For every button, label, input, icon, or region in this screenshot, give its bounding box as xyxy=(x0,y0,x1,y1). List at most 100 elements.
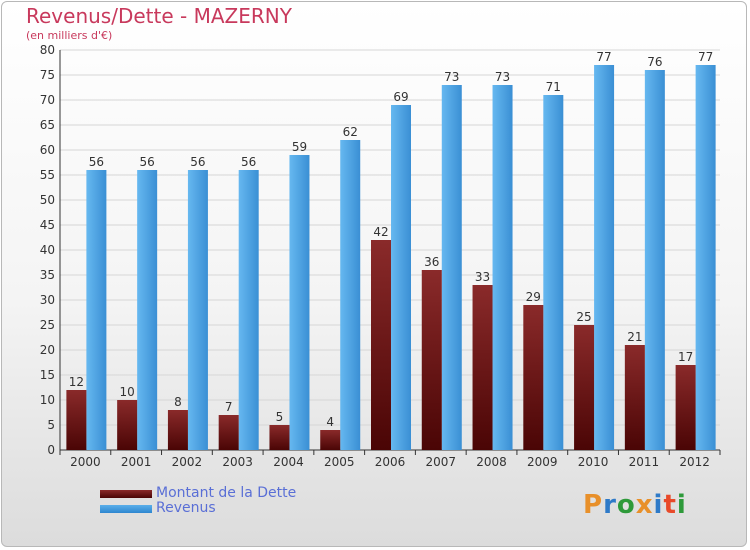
chart-subtitle: (en milliers d'€) xyxy=(26,29,113,42)
data-label-debt: 5 xyxy=(276,410,284,424)
logo-letter: i xyxy=(676,490,687,520)
bar-revenue xyxy=(187,170,208,450)
bar-debt xyxy=(421,270,442,450)
y-tick-label: 50 xyxy=(40,193,55,207)
data-label-revenue: 62 xyxy=(343,125,358,139)
y-tick-label: 45 xyxy=(40,218,55,232)
y-tick-label: 10 xyxy=(40,393,55,407)
data-label-debt: 33 xyxy=(475,270,490,284)
bar-debt xyxy=(320,430,341,450)
bar-debt xyxy=(167,410,188,450)
x-tick-label: 2007 xyxy=(425,455,456,469)
bar-debt xyxy=(624,345,645,450)
bar-debt xyxy=(269,425,290,450)
data-label-revenue: 76 xyxy=(647,55,662,69)
logo-letter: x xyxy=(635,490,654,520)
bar-debt xyxy=(117,400,138,450)
x-tick-label: 2005 xyxy=(324,455,355,469)
y-tick-label: 20 xyxy=(40,343,55,357)
data-label-revenue: 59 xyxy=(292,140,307,154)
logo-letter: o xyxy=(616,490,636,520)
logo-letter: i xyxy=(653,490,664,520)
bars xyxy=(66,65,716,450)
data-label-debt: 25 xyxy=(576,310,591,324)
data-label-revenue: 56 xyxy=(140,155,155,169)
data-label-debt: 29 xyxy=(526,290,541,304)
legend-item-debt: Montant de la Dette xyxy=(100,486,296,501)
legend: Montant de la Dette Revenus xyxy=(100,486,296,516)
y-tick-label: 35 xyxy=(40,268,55,282)
data-label-debt: 4 xyxy=(326,415,334,429)
data-label-revenue: 77 xyxy=(596,50,611,64)
bar-revenue xyxy=(695,65,716,450)
y-tick-label: 0 xyxy=(47,443,55,457)
y-tick-label: 40 xyxy=(40,243,55,257)
chart-title: Revenus/Dette - MAZERNY xyxy=(26,4,292,28)
y-tick-label: 65 xyxy=(40,118,55,132)
legend-label-revenue: Revenus xyxy=(156,500,216,516)
bar-revenue xyxy=(492,85,513,450)
x-tick-label: 2001 xyxy=(121,455,152,469)
x-tick-label: 2011 xyxy=(629,455,660,469)
bar-revenue xyxy=(86,170,107,450)
data-label-debt: 12 xyxy=(69,375,84,389)
x-tick-label: 2012 xyxy=(679,455,710,469)
bar-revenue xyxy=(391,105,411,450)
y-tick-label: 75 xyxy=(40,68,55,82)
data-label-revenue: 56 xyxy=(190,155,205,169)
data-label-revenue: 73 xyxy=(495,70,510,84)
data-label-debt: 21 xyxy=(627,330,642,344)
data-label-revenue: 77 xyxy=(698,50,713,64)
bar-debt xyxy=(675,365,696,450)
data-label-debt: 8 xyxy=(174,395,182,409)
bar-revenue xyxy=(644,70,665,450)
bar-revenue xyxy=(238,170,259,450)
x-tick-label: 2006 xyxy=(375,455,406,469)
bar-revenue xyxy=(340,140,361,450)
x-tick-label: 2003 xyxy=(222,455,253,469)
data-label-debt: 42 xyxy=(373,225,388,239)
logo-letter: t xyxy=(663,490,677,520)
y-tick-label: 25 xyxy=(40,318,55,332)
data-label-debt: 7 xyxy=(225,400,233,414)
logo-letter: P xyxy=(583,490,604,520)
y-tick-label: 5 xyxy=(47,418,55,432)
bar-revenue xyxy=(289,155,310,450)
bar-revenue xyxy=(441,85,462,450)
bar-debt xyxy=(218,415,239,450)
data-labels: 56 12 56 10 56 8 56 7 59 5 62 4 69 42 73 36 73 33 71 29 77 25… xyxy=(69,50,714,429)
y-tick-label: 70 xyxy=(40,93,55,107)
y-tick-label: 15 xyxy=(40,368,55,382)
x-tick-label: 2002 xyxy=(172,455,203,469)
bar-revenue xyxy=(137,170,158,450)
legend-swatch-debt xyxy=(100,489,152,498)
data-label-revenue: 71 xyxy=(546,80,561,94)
data-label-revenue: 56 xyxy=(241,155,256,169)
proxiti-logo: Proxiti xyxy=(583,490,687,520)
x-tick-label: 2004 xyxy=(273,455,304,469)
x-tick-label: 2009 xyxy=(527,455,558,469)
y-tick-label: 30 xyxy=(40,293,55,307)
legend-swatch-revenue xyxy=(100,504,152,513)
bar-debt xyxy=(472,285,493,450)
bar-debt xyxy=(523,305,544,450)
data-label-debt: 36 xyxy=(424,255,439,269)
bar-debt xyxy=(574,325,595,450)
y-tick-label: 60 xyxy=(40,143,55,157)
y-tick-label: 55 xyxy=(40,168,55,182)
data-label-revenue: 69 xyxy=(393,90,408,104)
y-tick-label: 80 xyxy=(40,43,55,57)
data-label-debt: 10 xyxy=(120,385,135,399)
data-label-debt: 17 xyxy=(678,350,693,364)
data-label-revenue: 56 xyxy=(89,155,104,169)
data-label-revenue: 73 xyxy=(444,70,459,84)
bar-revenue xyxy=(594,65,615,450)
logo-letter: r xyxy=(603,490,617,520)
bar-debt xyxy=(371,240,391,450)
x-tick-label: 2000 xyxy=(70,455,101,469)
legend-item-revenue: Revenus xyxy=(100,501,296,516)
x-tick-label: 2008 xyxy=(476,455,507,469)
bar-debt xyxy=(66,390,87,450)
